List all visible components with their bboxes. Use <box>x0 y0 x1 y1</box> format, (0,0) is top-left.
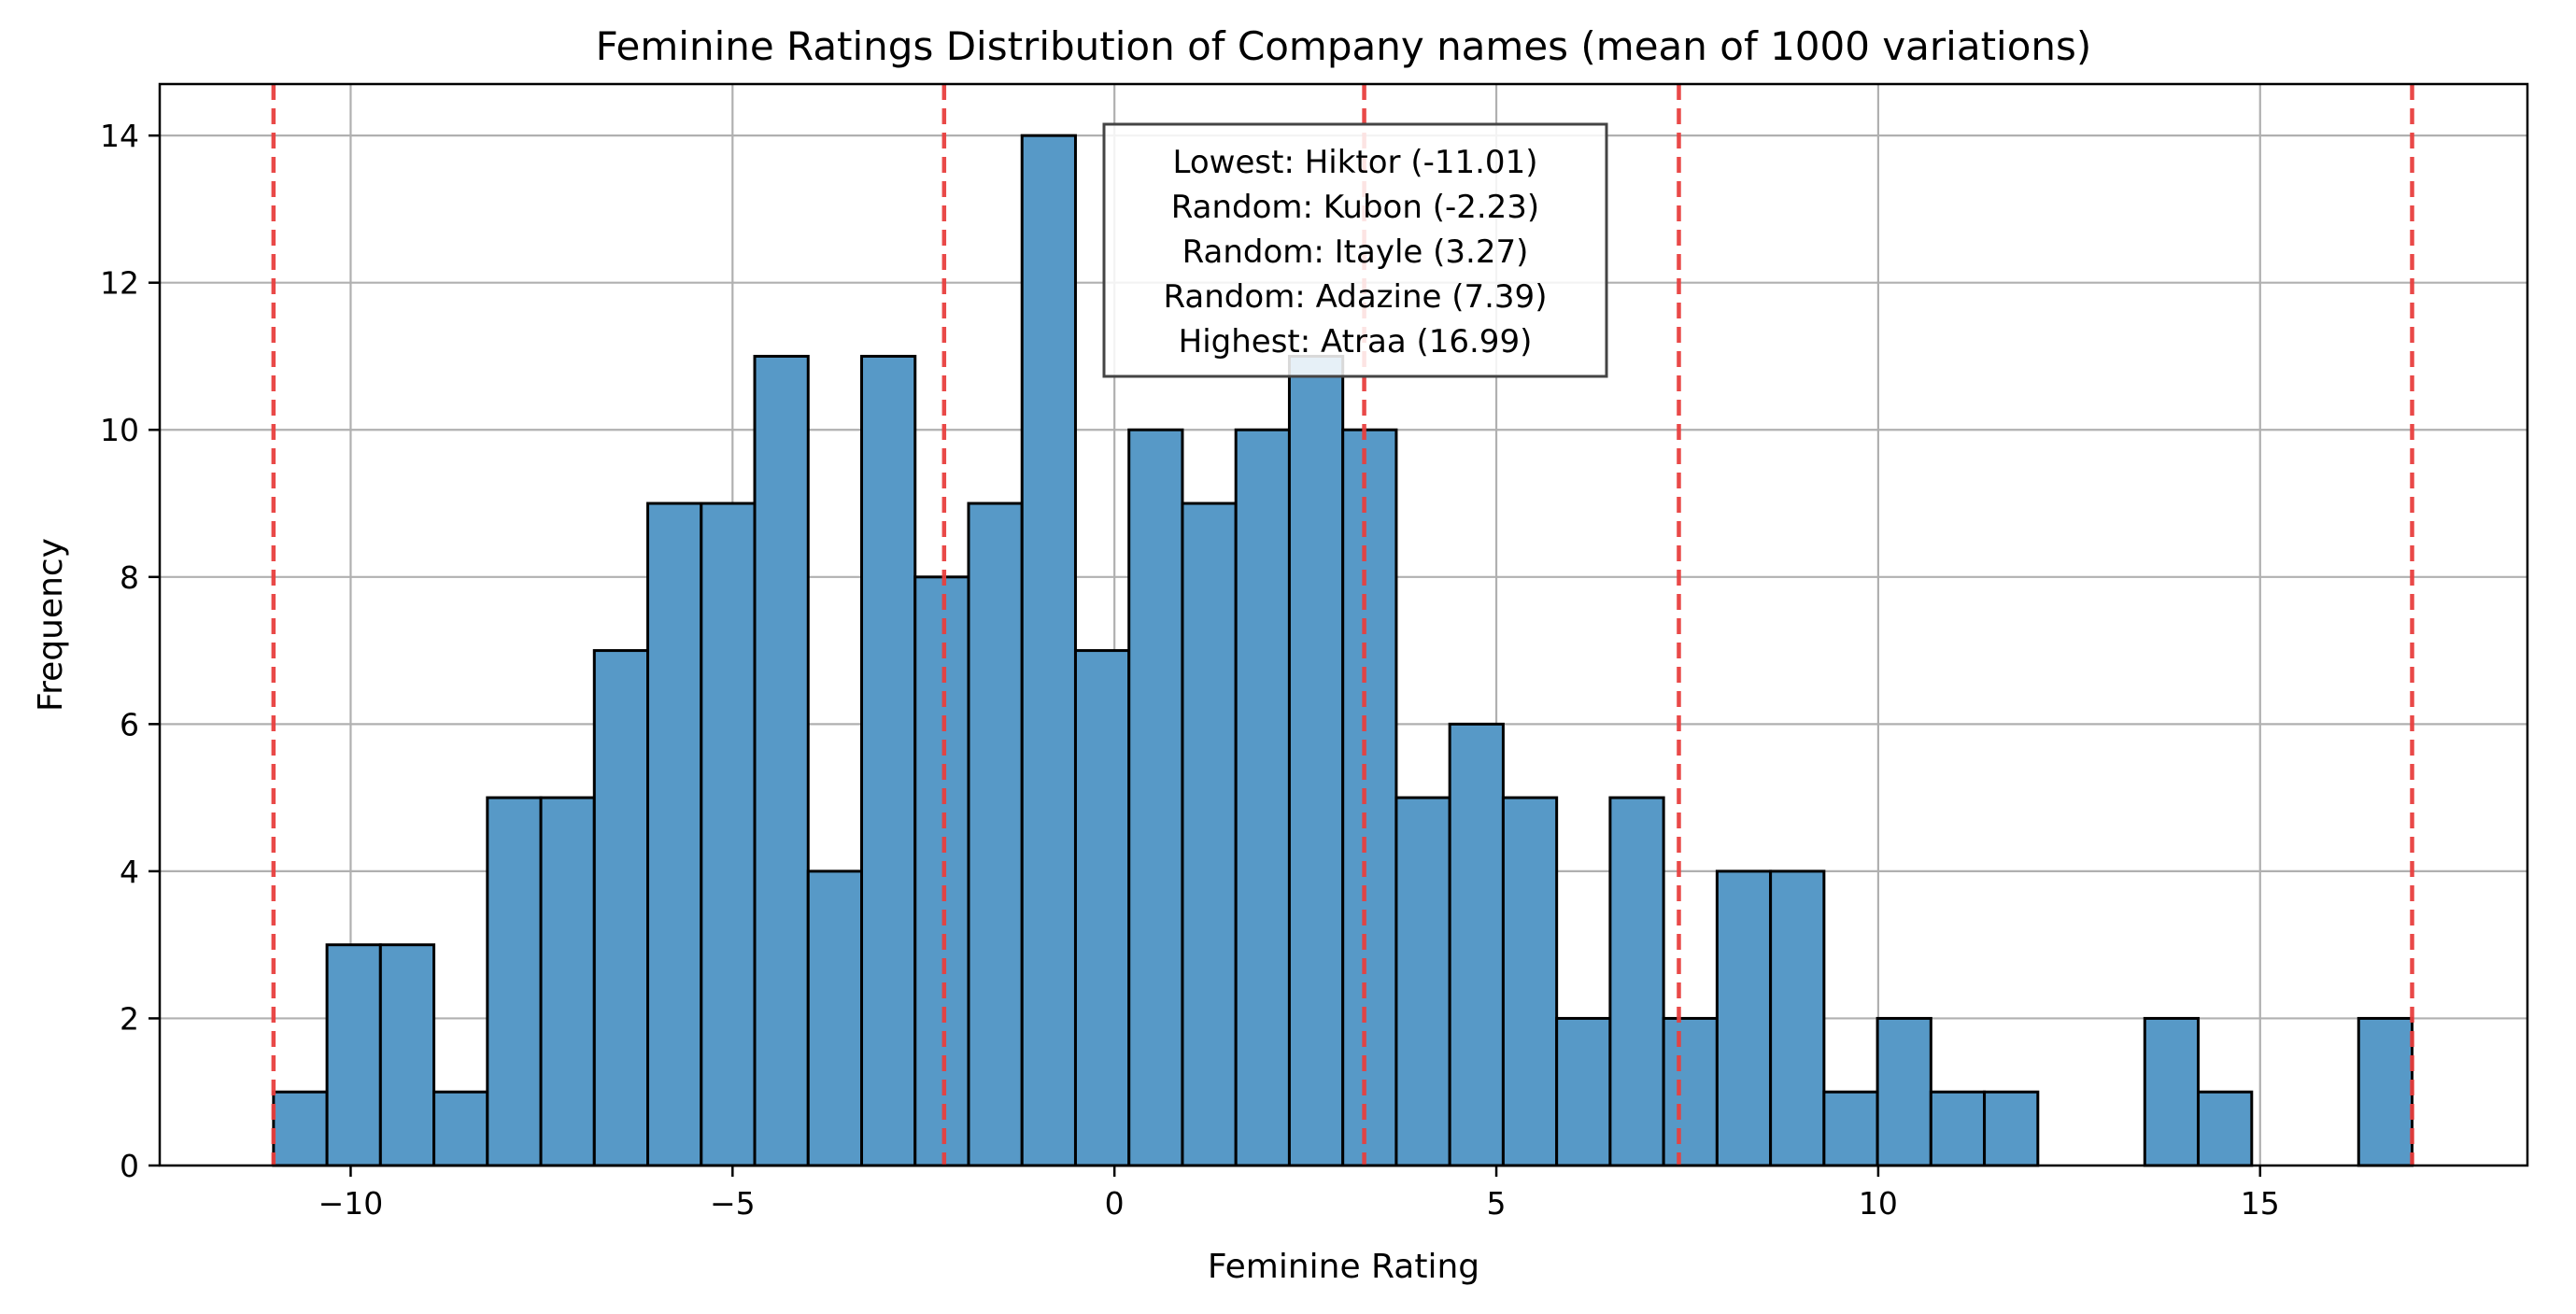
annotation-box: Lowest: Hiktor (-11.01) Random: Kubon (-… <box>1102 122 1608 378</box>
x-tick-label-3: 5 <box>1487 1185 1507 1222</box>
histogram-bar-8 <box>700 502 757 1167</box>
histogram-bar-12 <box>913 575 970 1167</box>
x-tick-label-2: 0 <box>1105 1185 1125 1222</box>
x-tick-label-5: 15 <box>2241 1185 2280 1222</box>
histogram-bar-19 <box>1287 354 1345 1167</box>
histogram-bars <box>272 134 2414 1167</box>
histogram-bar-35 <box>2143 1016 2201 1167</box>
histogram-bar-14 <box>1020 134 1077 1167</box>
chart-title: Feminine Ratings Distribution of Company… <box>596 23 2092 69</box>
histogram-bar-9 <box>753 354 810 1167</box>
histogram-bar-39 <box>2357 1016 2414 1167</box>
y-tick-label-6: 12 <box>100 265 139 302</box>
histogram-bar-0 <box>272 1090 329 1167</box>
histogram-bar-24 <box>1555 1016 1612 1167</box>
histogram-bar-16 <box>1127 428 1184 1167</box>
histogram-bar-32 <box>1983 1090 2040 1167</box>
histogram-bar-3 <box>432 1090 489 1167</box>
histogram-bar-26 <box>1662 1016 1719 1167</box>
histogram-bar-23 <box>1501 796 1559 1167</box>
histogram-bar-4 <box>486 796 543 1167</box>
y-tick-label-3: 6 <box>120 706 139 742</box>
annotation-line-random-2: Random: Itayle (3.27) <box>1182 233 1529 271</box>
histogram-bar-7 <box>646 502 703 1167</box>
histogram-bar-1 <box>325 943 382 1167</box>
histogram-bar-36 <box>2197 1090 2254 1167</box>
histogram-bar-10 <box>806 869 864 1167</box>
y-tick-label-5: 10 <box>100 412 139 448</box>
annotation-line-random-3: Random: Adazine (7.39) <box>1164 278 1548 316</box>
x-axis-ticks: −10 −5 0 5 10 15 <box>318 1166 2280 1222</box>
y-axis-label: Frequency <box>32 538 70 712</box>
x-tick-label-4: 10 <box>1859 1185 1898 1222</box>
histogram-bar-20 <box>1341 428 1398 1167</box>
x-axis-label: Feminine Rating <box>1208 1248 1479 1286</box>
histogram-bar-22 <box>1448 722 1505 1167</box>
y-tick-label-2: 4 <box>120 854 139 890</box>
histogram-bar-13 <box>967 502 1024 1167</box>
y-tick-label-4: 8 <box>120 559 139 596</box>
y-tick-label-1: 2 <box>120 1000 139 1037</box>
histogram-bar-2 <box>378 943 436 1167</box>
histogram-bar-27 <box>1715 869 1773 1167</box>
plot-frame <box>158 82 2529 1167</box>
histogram-bar-17 <box>1181 502 1238 1167</box>
y-tick-label-0: 0 <box>120 1148 139 1184</box>
histogram-bar-28 <box>1769 869 1826 1167</box>
y-axis-ticks: 0 2 4 6 8 10 12 14 <box>100 118 160 1184</box>
x-tick-label-1: −5 <box>710 1185 756 1222</box>
annotation-background <box>1102 122 1608 378</box>
histogram-bar-6 <box>592 649 650 1167</box>
histogram-bar-5 <box>539 796 596 1167</box>
annotation-line-random-1: Random: Kubon (-2.23) <box>1171 189 1539 226</box>
histogram-bar-18 <box>1234 428 1291 1167</box>
histogram-bar-25 <box>1608 796 1665 1167</box>
histogram-bar-31 <box>1929 1090 1987 1167</box>
annotation-line-lowest: Lowest: Hiktor (-11.01) <box>1173 144 1538 181</box>
y-tick-label-7: 14 <box>100 118 139 154</box>
histogram-bar-15 <box>1073 649 1131 1167</box>
histogram-bar-21 <box>1394 796 1451 1167</box>
histogram-bar-11 <box>860 354 917 1167</box>
x-tick-label-0: −10 <box>318 1185 384 1222</box>
annotation-line-highest: Highest: Atraa (16.99) <box>1179 323 1533 360</box>
histogram-bar-30 <box>1875 1016 1932 1167</box>
histogram-bar-29 <box>1822 1090 1879 1167</box>
